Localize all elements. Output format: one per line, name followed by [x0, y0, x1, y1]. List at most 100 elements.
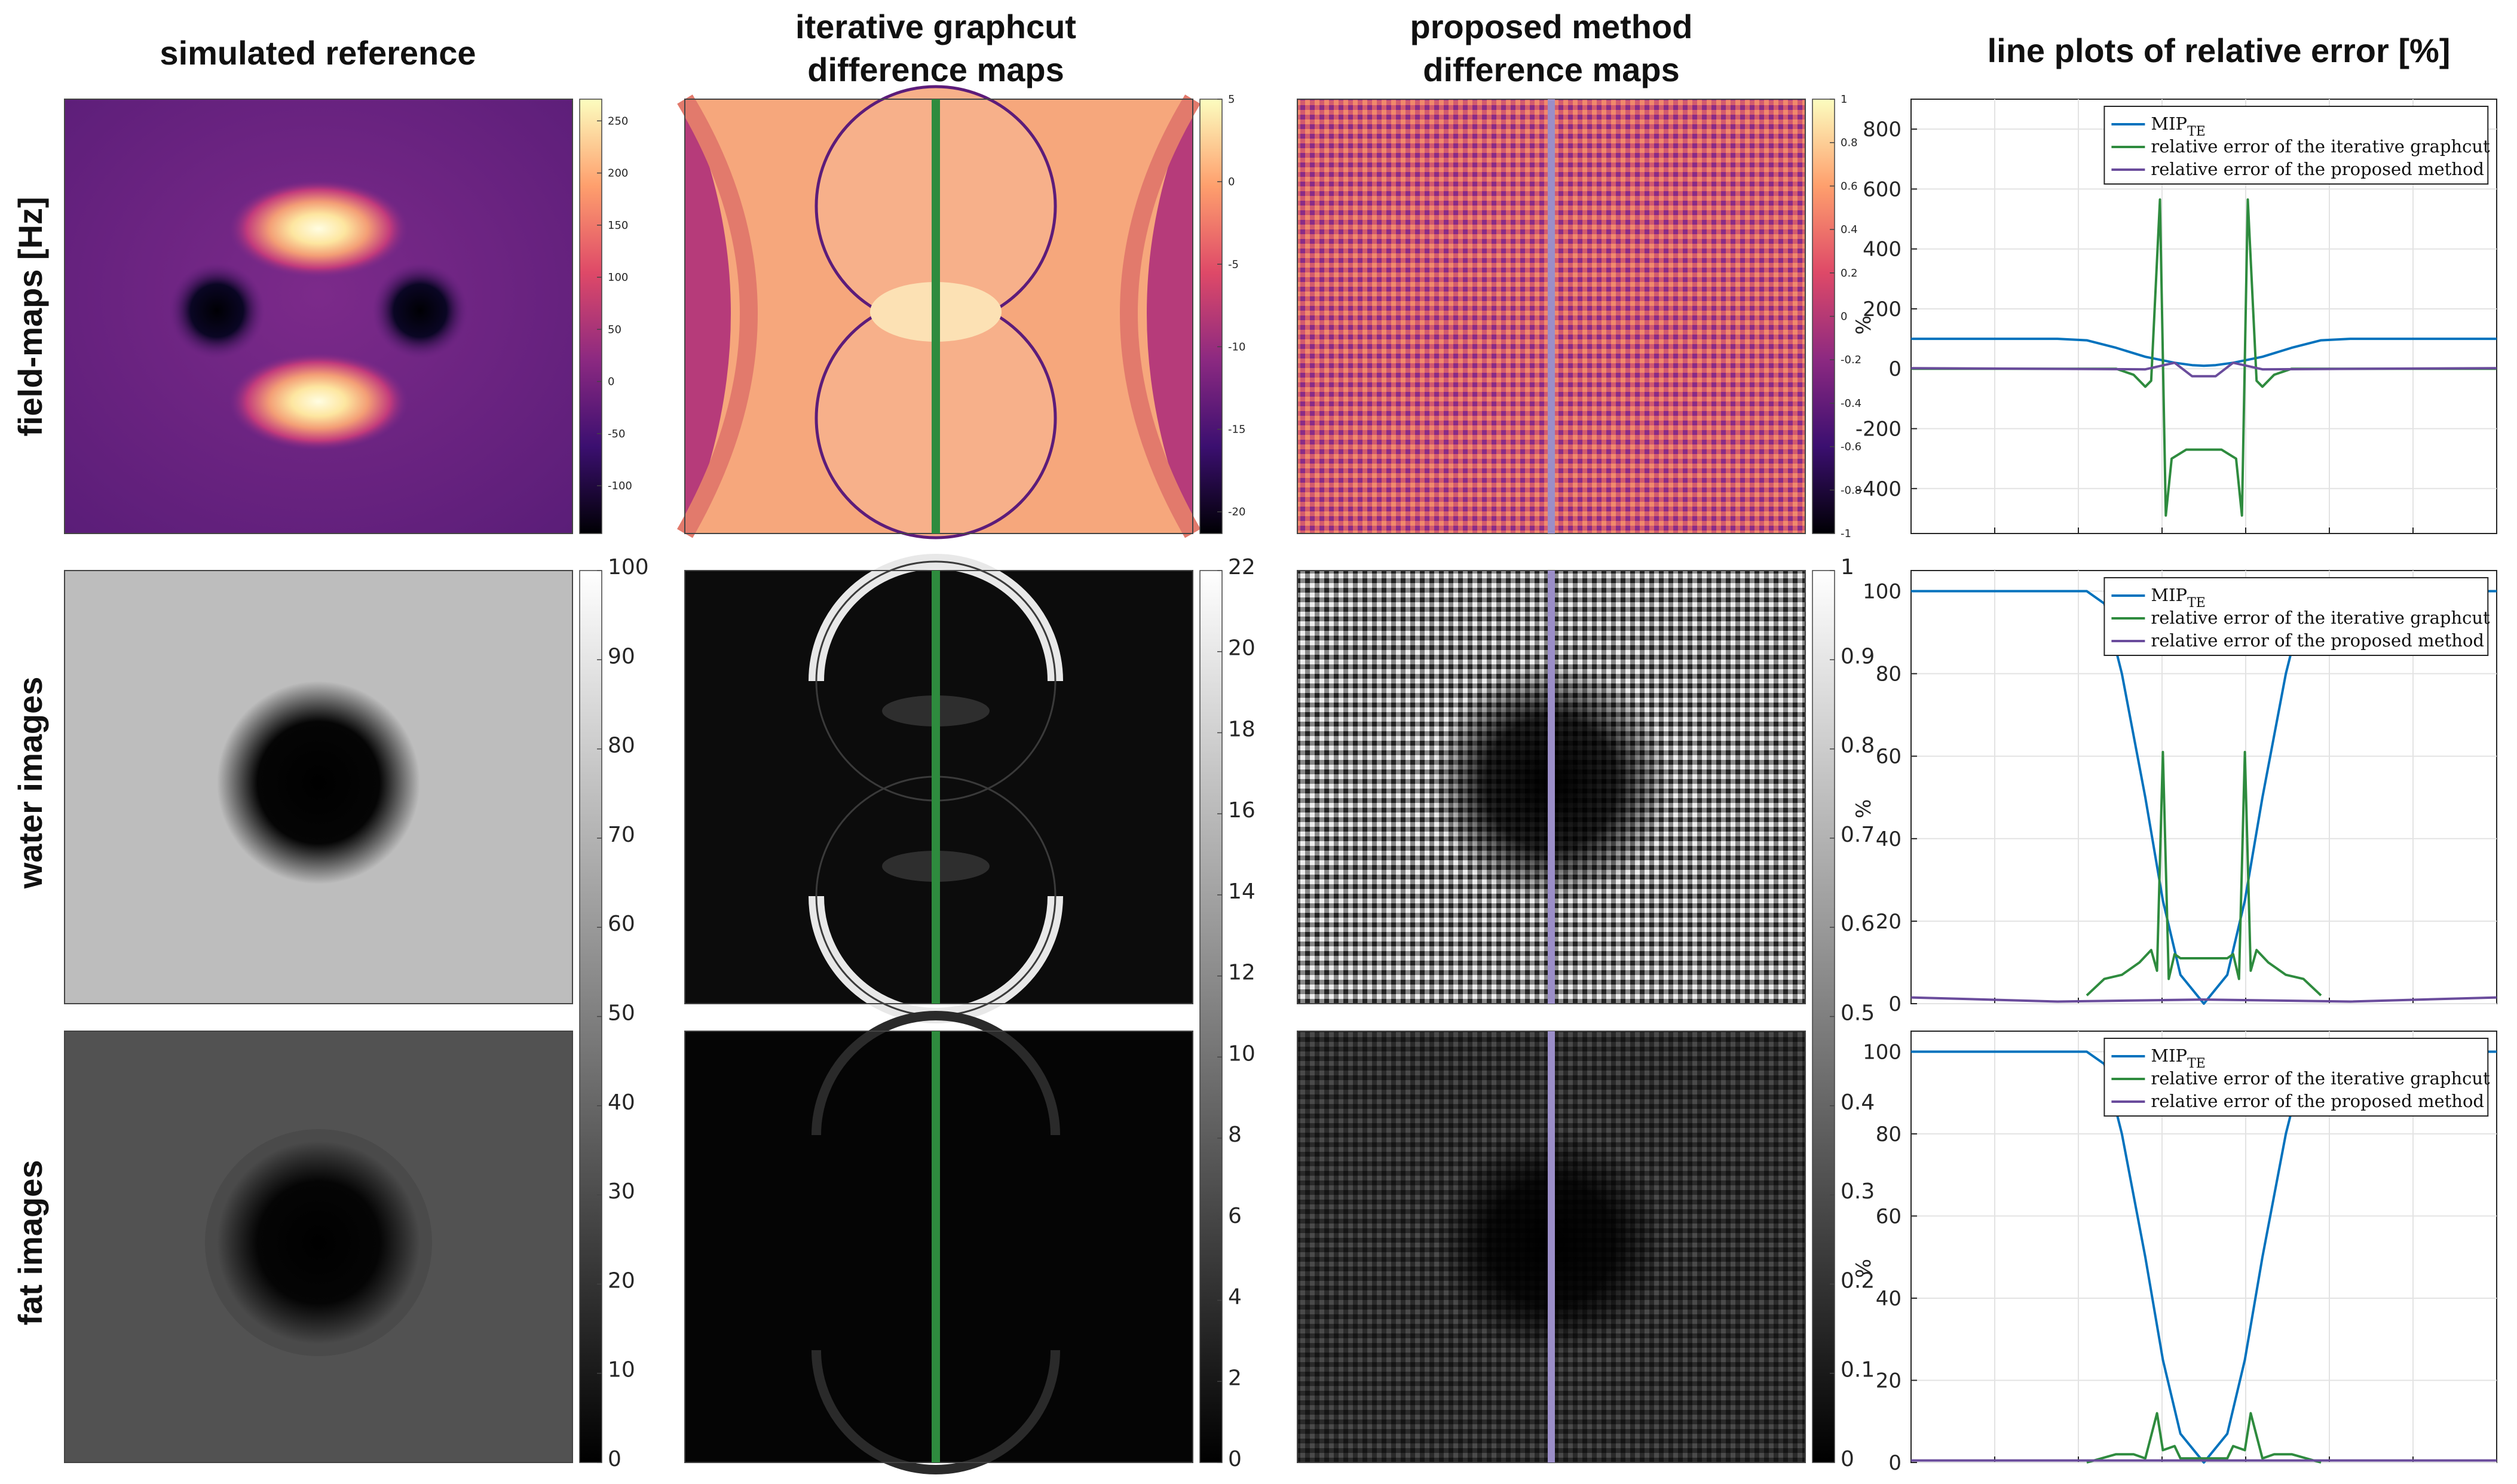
colorbar-tick-label: 100	[608, 555, 649, 580]
colorbar-tick-label: 0.4	[1841, 1090, 1875, 1115]
colorbar-tick-label: 50	[608, 323, 621, 336]
header-line-plots: line plots of relative error [%]	[1988, 32, 2451, 69]
colorbar-tick-label: 0.8	[1841, 734, 1875, 758]
colorbar-gray-graphcut	[1199, 570, 1223, 1463]
series-line-1	[2086, 750, 2322, 997]
y-tick-label: 200	[1863, 298, 1901, 321]
colorbar-tick-label: -0.2	[1841, 354, 1861, 366]
y-tick-label: 400	[1863, 238, 1901, 262]
y-axis-label: %	[1852, 799, 1876, 818]
colorbar-tick-label: -10	[1228, 341, 1245, 353]
colorbar-tick-label: 100	[608, 271, 628, 284]
colorbar-tick-label: 18	[1228, 717, 1256, 741]
colorbar-tick-label: 0	[608, 376, 614, 388]
colorbar-tick-label: 5	[1228, 93, 1235, 106]
colorbar-tick-label: 80	[608, 734, 635, 758]
colorbar-tick-label: 0	[608, 1447, 621, 1471]
colorbar-tick-label: 0	[1841, 1447, 1854, 1471]
row-label-field-maps: field-maps [Hz]	[11, 197, 49, 436]
colorbar-tick-label: 90	[608, 644, 635, 669]
colorbar-tick-label: 2	[1228, 1366, 1242, 1390]
row-label-water: water images	[11, 677, 49, 890]
y-tick-label: 100	[1863, 580, 1901, 604]
colorbar-tick-label: 10	[608, 1358, 635, 1382]
y-tick-label: 20	[1876, 1369, 1901, 1393]
colorbar-tick-label: -0.6	[1841, 441, 1861, 453]
colorbar-tick-label: 250	[608, 115, 628, 127]
colorbar-tick-label: 40	[608, 1090, 635, 1115]
colorbar-tick-label: 0.6	[1841, 180, 1858, 192]
fat-reference-image	[64, 1031, 573, 1463]
colorbar-tick-label: -1	[1841, 528, 1851, 540]
series-line-1	[1911, 198, 2497, 517]
row-label-fat: fat images	[11, 1160, 49, 1326]
colorbar-tick-label: 0	[1228, 176, 1235, 188]
legend-label: relative error of the iterative graphcut	[2151, 608, 2490, 628]
y-axis-label: %	[1852, 315, 1876, 335]
legend-label: relative error of the iterative graphcut	[2151, 136, 2490, 157]
colorbar-tick-label: 0.8	[1841, 137, 1858, 149]
fieldmap-reference-image	[64, 99, 573, 534]
colorbar-tick-label: 0.1	[1841, 1358, 1875, 1382]
colorbar-tick-label: 0.5	[1841, 1001, 1875, 1026]
y-tick-label: 20	[1876, 910, 1901, 934]
legend-subscript: TE	[2187, 596, 2206, 611]
colorbar-tick-label: 10	[1228, 1041, 1256, 1066]
colorbar-tick-label: 50	[608, 1001, 635, 1026]
series-line-2	[1910, 996, 2497, 1003]
colorbar-gray-proposed-ticks: 1 0.9 0.8 0.7 0.6 0.5 0.4 0.3 0.2 0.1 0	[1830, 555, 1875, 1471]
y-tick-label: -400	[1855, 477, 1901, 501]
legend-label: relative error of the proposed method	[2151, 159, 2484, 179]
series-line-2	[1910, 361, 2497, 378]
colorbar-tick-label: 60	[608, 912, 635, 936]
legend-box	[2103, 106, 2489, 185]
y-tick-label: 600	[1863, 177, 1901, 201]
colorbar-tick-label: 200	[608, 167, 628, 180]
header-proposed-line1: proposed method	[1410, 8, 1693, 45]
colorbar-tick-label: 0.2	[1841, 267, 1858, 280]
colorbar-tick-label: 14	[1228, 879, 1256, 904]
legend-subscript: TE	[2187, 124, 2206, 139]
colorbar-tick-label: 70	[608, 823, 635, 847]
y-axis-label: %	[1852, 1259, 1876, 1278]
y-tick-label: 0	[1888, 1451, 1901, 1475]
legend-box	[2103, 577, 2489, 656]
y-tick-label: 800	[1863, 118, 1901, 142]
colorbar-tick-label: 0	[1228, 1447, 1242, 1471]
header-graphcut-line2: difference maps	[807, 51, 1064, 88]
legend-label: relative error of the iterative graphcut	[2151, 1068, 2490, 1089]
colorbar-tick-label: 20	[1228, 636, 1256, 661]
legend-subscript: TE	[2187, 1056, 2206, 1071]
header-graphcut-line1: iterative graphcut	[795, 8, 1076, 45]
colorbar-tick-label: 8	[1228, 1123, 1242, 1147]
header-proposed-line2: difference maps	[1423, 51, 1680, 88]
colorbar-tick-label: 150	[608, 219, 628, 232]
colorbar-tick-label: 1	[1841, 555, 1854, 580]
colorbar-tick-label: -20	[1228, 506, 1245, 519]
colorbar-tick-label: 0.7	[1841, 823, 1875, 847]
y-tick-label: 40	[1876, 1287, 1901, 1311]
y-tick-label: 60	[1876, 1204, 1901, 1228]
colorbar-tick-label: 0.4	[1841, 223, 1858, 236]
y-tick-label: 80	[1876, 1123, 1901, 1146]
colorbar-fieldmap-graphcut-ticks: 5 0 -5 -10 -15 -20	[1217, 93, 1245, 519]
colorbar-tick-label: 0	[1841, 311, 1847, 323]
colorbar-tick-label: 1	[1841, 93, 1847, 106]
series-line-0	[1911, 338, 2497, 367]
colorbar-fieldmap-graphcut	[1199, 99, 1223, 534]
colorbar-tick-label: -15	[1228, 424, 1245, 436]
colorbar-tick-label: 22	[1228, 555, 1256, 580]
header-simulated-reference: simulated reference	[160, 34, 476, 72]
colorbar-tick-label: 4	[1228, 1285, 1242, 1310]
legend-box	[2103, 1038, 2489, 1117]
colorbar-tick-label: -100	[608, 480, 632, 492]
y-tick-label: 100	[1863, 1040, 1901, 1064]
legend-label: relative error of the proposed method	[2151, 1091, 2484, 1111]
legend-label: relative error of the proposed method	[2151, 630, 2484, 651]
y-tick-label: 0	[1888, 992, 1901, 1016]
